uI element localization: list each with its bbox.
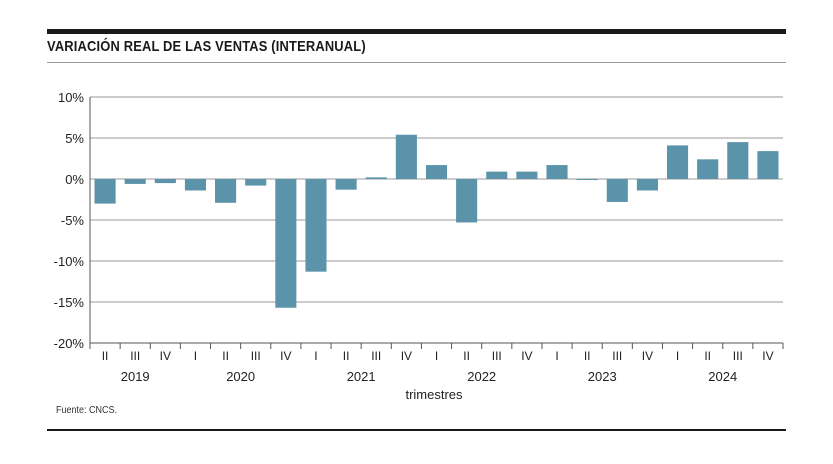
- bar: [245, 179, 267, 186]
- source-note: Fuente: CNCS.: [56, 405, 118, 416]
- x-tick-label: II: [704, 349, 711, 363]
- year-label: 2024: [708, 369, 737, 384]
- bar: [727, 142, 749, 179]
- year-label: 2020: [226, 369, 255, 384]
- y-tick-label: 10%: [58, 90, 84, 105]
- x-tick-label: III: [371, 349, 381, 363]
- year-label: 2019: [121, 369, 150, 384]
- bar: [456, 179, 478, 223]
- x-tick-label: III: [130, 349, 140, 363]
- x-tick-label: II: [343, 349, 350, 363]
- x-tick-label: I: [194, 349, 197, 363]
- x-axis-label: trimestres: [405, 387, 463, 402]
- x-tick-label: I: [555, 349, 558, 363]
- x-tick-label: IV: [160, 349, 171, 363]
- y-tick-label: -15%: [54, 295, 85, 310]
- year-label: 2022: [467, 369, 496, 384]
- year-labels: 2019 2020 2021 2022 2023 2024: [121, 369, 737, 384]
- bar: [576, 179, 598, 180]
- bar: [305, 179, 327, 272]
- x-axis-tick-labels: II III IV I II III IV I II III IV I II III IV I II III IV I…: [89, 343, 784, 363]
- bar: [275, 179, 297, 308]
- x-tick-label: IV: [642, 349, 653, 363]
- bar: [486, 171, 508, 179]
- y-axis-tick-labels: 10% 5% 0% -5% -10% -15% -20%: [54, 90, 85, 351]
- title-divider: [47, 62, 786, 63]
- x-tick-label: IV: [280, 349, 291, 363]
- x-tick-label: I: [314, 349, 317, 363]
- bars: [94, 134, 779, 308]
- y-tick-label: -10%: [54, 254, 85, 269]
- bar: [124, 179, 146, 184]
- bar: [606, 179, 628, 202]
- bar: [546, 165, 568, 179]
- x-tick-label: I: [435, 349, 438, 363]
- bar: [636, 179, 658, 191]
- x-tick-label: IV: [401, 349, 412, 363]
- bar: [184, 179, 207, 191]
- gridlines: [90, 96, 783, 344]
- x-tick-label: II: [463, 349, 470, 363]
- bar: [395, 134, 417, 179]
- bar: [697, 159, 719, 179]
- y-tick-label: 0%: [65, 172, 84, 187]
- y-tick-label: -5%: [61, 213, 85, 228]
- x-tick-label: I: [676, 349, 679, 363]
- x-tick-label: II: [222, 349, 229, 363]
- x-tick-label: IV: [762, 349, 773, 363]
- chart-title: VARIACIÓN REAL DE LAS VENTAS (INTERANUAL…: [47, 38, 366, 55]
- bar: [757, 151, 779, 179]
- bar: [516, 171, 538, 179]
- top-rule: [47, 29, 786, 34]
- year-label: 2021: [347, 369, 376, 384]
- x-tick-label: III: [492, 349, 502, 363]
- x-tick-label: III: [733, 349, 743, 363]
- bar: [215, 179, 237, 203]
- x-tick-label: III: [612, 349, 622, 363]
- bar: [154, 179, 176, 184]
- axes: [89, 97, 783, 344]
- bar: [335, 179, 357, 190]
- year-label: 2023: [588, 369, 617, 384]
- bar: [425, 165, 448, 179]
- bar: [365, 177, 387, 179]
- y-tick-label: 5%: [65, 131, 84, 146]
- x-tick-label: IV: [521, 349, 532, 363]
- bar: [94, 179, 116, 204]
- bottom-rule: [47, 429, 786, 431]
- y-tick-label: -20%: [54, 336, 85, 351]
- x-tick-label: III: [251, 349, 261, 363]
- x-tick-label: II: [102, 349, 109, 363]
- x-tick-label: II: [584, 349, 591, 363]
- bar: [666, 145, 689, 179]
